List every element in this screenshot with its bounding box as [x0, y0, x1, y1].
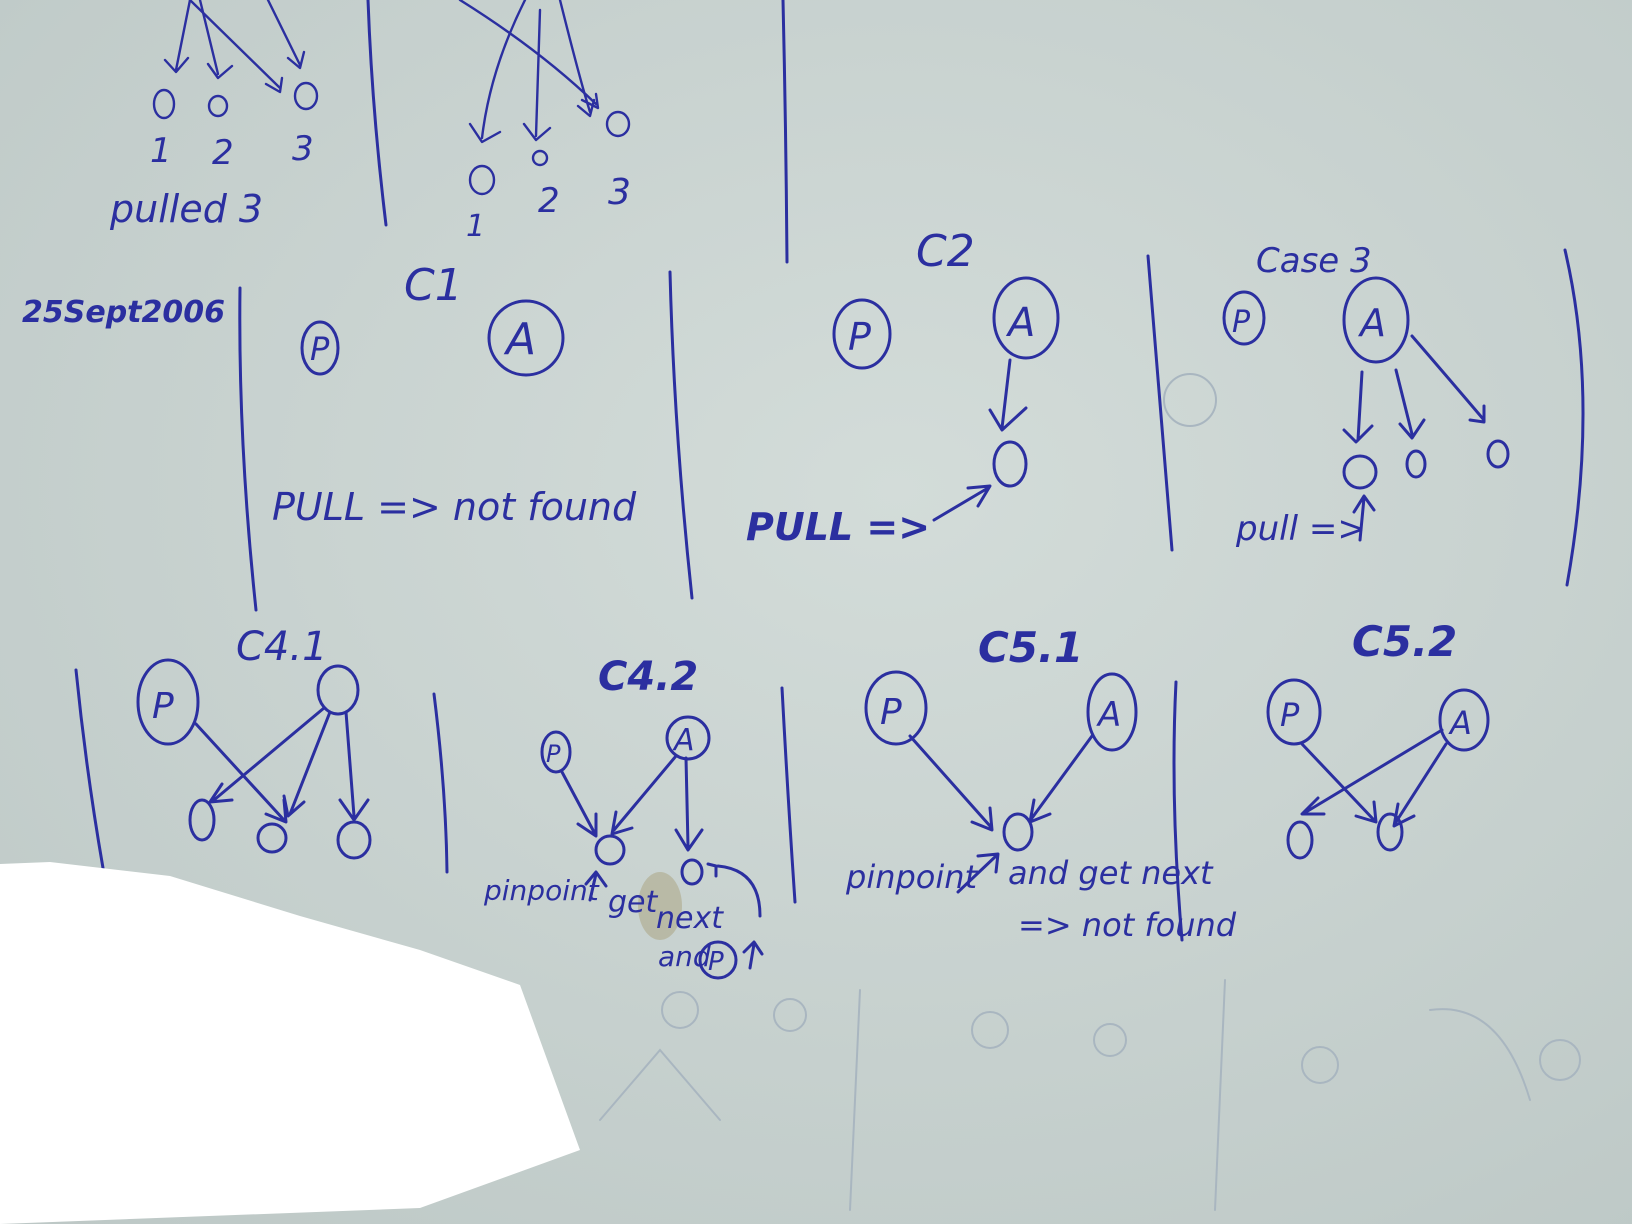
- node-top-left-3: [293, 81, 319, 111]
- ghost-drawings: [599, 373, 1581, 1211]
- top-left-num-1: 1: [150, 131, 172, 171]
- c3-child-1: [1342, 454, 1378, 490]
- c51-pinpoint: pinpoint: [845, 858, 979, 896]
- case-c1: C1 P A PULL => not found: [272, 260, 637, 529]
- c42-node-p2-label: P: [708, 947, 724, 977]
- case-c2: C2 P A PULL =>: [746, 226, 1060, 549]
- c2-arrow-down: [988, 358, 1028, 432]
- c42-node-p: [540, 730, 572, 774]
- c42-node-a-label: A: [672, 723, 695, 758]
- case-c41: C4.1 P: [136, 624, 372, 860]
- c51-node-p: [864, 670, 928, 746]
- c3-node-a-label: A: [1357, 301, 1386, 345]
- c52-child-1: [1286, 820, 1314, 860]
- pulled-label: pulled 3: [109, 187, 263, 231]
- c3-pull: pull =>: [1235, 509, 1366, 549]
- c41-node-p: [136, 658, 200, 746]
- node-top-left-2: [207, 94, 229, 118]
- c51-title: C5.1: [978, 623, 1083, 672]
- c1-node-p: [300, 320, 340, 376]
- c52-node-a-label: A: [1448, 704, 1472, 742]
- c2-node-a-label: A: [1005, 300, 1035, 346]
- c1-node-a: [487, 299, 565, 377]
- c42-child-1: [594, 834, 626, 866]
- c2-pull-arrow: [932, 484, 992, 522]
- c42-next: next: [656, 901, 724, 936]
- blank-redaction-patch: [0, 862, 580, 1224]
- c3-child-3: [1486, 439, 1510, 469]
- c1-node-p-label: P: [310, 330, 330, 368]
- c52-title: C5.2: [1352, 617, 1457, 666]
- case-c51: C5.1 P A pinpoint and get next => not fo…: [845, 623, 1237, 944]
- c2-title: C2: [916, 226, 975, 277]
- c51-not-found: => not found: [1018, 906, 1237, 944]
- top-left-diagram: 1 2 3 pulled 3: [109, 0, 319, 231]
- c41-child-1: [188, 798, 216, 842]
- case-c52: C5.2 P A: [1266, 617, 1490, 860]
- node-top-mid-2: [531, 149, 549, 167]
- c51-node-a: [1086, 672, 1138, 752]
- top-mid-num-2: 2: [538, 181, 560, 221]
- c42-node-p2: [698, 940, 738, 980]
- c42-get: get: [608, 885, 659, 920]
- c52-child-2: [1376, 812, 1404, 852]
- c2-pull: PULL =>: [746, 505, 930, 549]
- c41-child-3: [336, 820, 372, 860]
- node-top-left-1: [152, 88, 176, 120]
- case-c42: C4.2 P A pinpoint get next and P: [483, 654, 764, 980]
- c3-child-2: [1405, 449, 1427, 479]
- c41-node-p-label: P: [152, 686, 174, 727]
- top-mid-num-3: 3: [608, 172, 631, 213]
- c3-node-p: [1222, 290, 1266, 346]
- c52-node-p: [1266, 678, 1322, 746]
- c51-node-a-label: A: [1096, 695, 1121, 735]
- c41-title: C4.1: [236, 624, 328, 670]
- c42-child-2: [680, 858, 704, 886]
- c1-node-a-label: A: [503, 314, 536, 365]
- top-left-num-2: 2: [212, 133, 234, 173]
- c52-node-a: [1438, 688, 1490, 752]
- c2-node-a: [992, 276, 1060, 360]
- section-dividers: [74, 0, 1585, 942]
- c42-title: C4.2: [598, 654, 698, 700]
- c52-node-p-label: P: [1280, 696, 1300, 734]
- c2-child-node: [992, 440, 1028, 488]
- coffee-stain: [638, 872, 682, 940]
- top-mid-num-1: 1: [466, 209, 485, 244]
- date-label: 25Sept2006: [22, 295, 225, 330]
- c51-child-node: [1002, 812, 1034, 852]
- c42-node-a: [665, 715, 711, 761]
- c1-result: PULL => not found: [272, 485, 637, 529]
- case-c3: Case 3 P A pull =>: [1222, 241, 1510, 549]
- c51-node-p-label: P: [880, 692, 902, 733]
- c2-node-p: [832, 298, 892, 370]
- node-top-mid-1: [468, 164, 496, 196]
- c42-node-p-label: P: [546, 740, 561, 768]
- c1-title: C1: [404, 260, 463, 311]
- c2-node-p-label: P: [848, 315, 871, 359]
- top-left-num-3: 3: [292, 129, 314, 169]
- c42-pinpoint: pinpoint: [483, 874, 600, 907]
- c41-node-top: [316, 664, 360, 716]
- node-top-mid-3: [605, 110, 631, 138]
- top-middle-diagram: 1 2 3: [458, 0, 631, 244]
- c3-node-a: [1342, 276, 1410, 364]
- c3-node-p-label: P: [1232, 305, 1251, 340]
- c3-title: Case 3: [1256, 241, 1372, 281]
- c41-child-2: [256, 822, 288, 854]
- c51-and-get: and get next: [1008, 854, 1214, 892]
